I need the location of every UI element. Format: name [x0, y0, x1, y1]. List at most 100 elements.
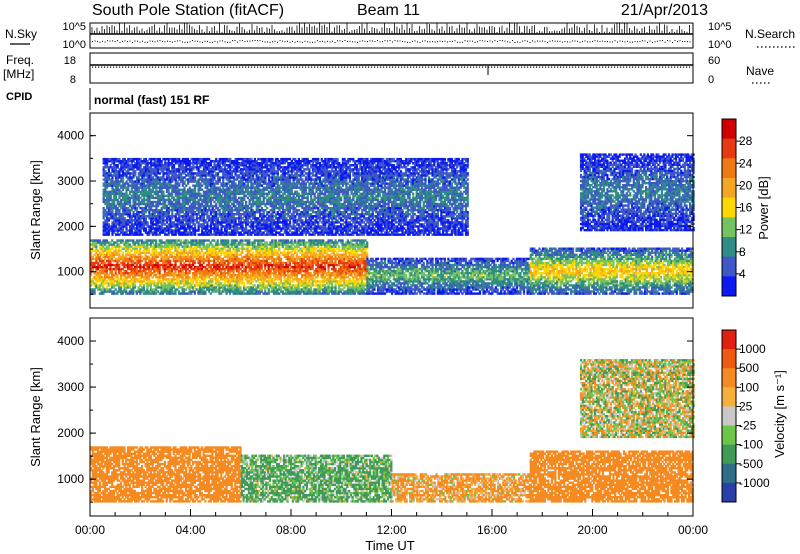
nave-dot	[380, 66, 382, 68]
nave-dot	[587, 66, 589, 68]
power-cell	[176, 267, 179, 271]
power-cell	[260, 267, 263, 271]
power-cell	[146, 274, 149, 277]
power-cell	[223, 243, 226, 246]
power-cell	[181, 253, 184, 257]
power-cell	[172, 271, 175, 275]
power-cell	[153, 255, 156, 259]
nave-dot	[374, 66, 376, 68]
nave-dot	[572, 66, 574, 68]
power-cell	[220, 269, 223, 273]
power-cell	[121, 251, 124, 254]
power-cell	[179, 255, 182, 259]
power-cell	[278, 284, 281, 287]
power-cell	[192, 271, 195, 275]
power-cell	[243, 282, 246, 285]
power-cell	[119, 271, 123, 275]
power-cell	[121, 280, 124, 283]
power-cell	[199, 271, 202, 275]
power-cell	[214, 241, 218, 244]
power-cell	[192, 274, 195, 277]
power-cell	[155, 245, 158, 248]
power-cell	[221, 267, 225, 271]
nave-dot	[500, 66, 502, 68]
noise-search-dot	[389, 40, 391, 42]
power-cell	[174, 259, 177, 263]
noise-search-dot	[474, 41, 476, 43]
power-cell	[119, 255, 123, 259]
power-cell	[90, 257, 93, 261]
power-cell	[169, 263, 172, 267]
power-cell	[141, 286, 144, 289]
nave-dot	[359, 66, 361, 68]
power-cell	[237, 269, 240, 273]
power-cell	[334, 278, 337, 281]
power-cell	[320, 286, 323, 289]
power-cell	[209, 251, 212, 254]
power-cell	[93, 263, 96, 267]
power-cell	[148, 278, 151, 281]
power-cell	[139, 257, 142, 261]
power-cell	[170, 271, 174, 275]
power-cell	[262, 282, 265, 285]
power-cell	[123, 288, 126, 291]
power-cell	[172, 257, 175, 261]
power-cell	[123, 269, 126, 273]
power-cell	[156, 282, 160, 285]
power-cell	[90, 267, 93, 271]
power-cell	[125, 253, 128, 257]
power-cell	[202, 274, 205, 277]
power-cell	[105, 255, 109, 259]
power-cell	[95, 280, 98, 283]
power-cell	[177, 257, 181, 261]
power-cell	[163, 245, 167, 248]
power-cell	[93, 257, 96, 261]
noise-search-dot	[582, 40, 583, 42]
power-cell	[167, 249, 170, 252]
freq-tick-top: 18	[64, 55, 76, 67]
nave-dot	[644, 66, 646, 68]
power-cell	[214, 276, 218, 279]
power-cell	[200, 276, 204, 279]
power-cell	[104, 271, 107, 275]
power-cell	[118, 267, 121, 271]
power-cell	[144, 251, 147, 254]
power-cell	[188, 284, 191, 287]
noise-search-dot	[142, 40, 143, 42]
power-cell	[135, 267, 138, 271]
power-cell	[195, 280, 198, 283]
power-cell	[153, 253, 156, 257]
power-cell	[98, 253, 101, 257]
power-cell	[97, 261, 100, 265]
power-cell	[181, 278, 184, 281]
power-cell	[286, 239, 290, 242]
power-cell	[107, 288, 110, 291]
nave-dot	[149, 66, 151, 68]
power-cell	[330, 255, 334, 259]
power-cell	[153, 251, 156, 254]
power-cell	[102, 286, 105, 289]
power-cell	[155, 290, 158, 293]
power-cell	[223, 247, 226, 250]
power-cell	[216, 265, 219, 269]
power-cell	[199, 245, 202, 248]
power-cell	[172, 251, 175, 254]
power-cell	[146, 267, 149, 271]
power-cell	[126, 280, 130, 283]
power-cell	[125, 282, 128, 285]
power-cell	[90, 269, 93, 273]
power-cell	[207, 265, 211, 269]
power-cell	[334, 267, 337, 271]
power-cell	[223, 255, 226, 259]
power-cell	[167, 271, 170, 275]
power-cell	[405, 265, 408, 269]
power-cell	[118, 269, 121, 273]
power-cell	[221, 288, 225, 291]
power-cell	[417, 276, 420, 279]
noise-search-dot	[424, 40, 426, 42]
power-cell	[102, 261, 105, 265]
cpid-label: CPID	[6, 91, 32, 103]
power-cell	[132, 282, 135, 285]
nave-dot	[125, 66, 127, 68]
power-cell	[250, 265, 253, 269]
